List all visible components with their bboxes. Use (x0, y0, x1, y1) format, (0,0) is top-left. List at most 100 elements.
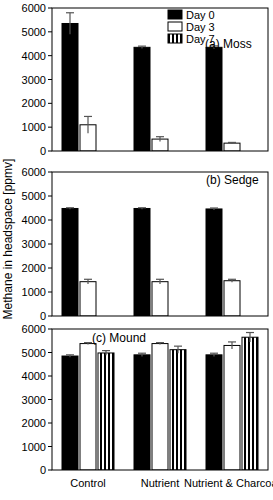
bar (134, 355, 150, 470)
bar (206, 209, 222, 316)
y-tick-label: 2000 (22, 262, 46, 274)
bar (80, 282, 96, 316)
bar (224, 345, 240, 470)
y-tick-label: 1000 (22, 286, 46, 298)
y-tick-label: 4000 (22, 370, 46, 382)
y-tick (48, 423, 52, 424)
error-cap (210, 353, 218, 354)
y-tick-label: 1000 (22, 121, 46, 133)
error-bar (66, 355, 74, 357)
bar (134, 47, 150, 151)
error-bars (66, 208, 236, 284)
y-tick (48, 79, 52, 80)
y-tick-label: 6000 (22, 2, 46, 14)
panel-title: (c) Mound (92, 331, 146, 345)
y-tick (48, 8, 52, 9)
bar (170, 350, 186, 470)
y-tick (48, 268, 52, 269)
y-tick (48, 376, 52, 377)
frame (52, 172, 268, 316)
bar (224, 143, 240, 151)
error-cap (156, 279, 164, 280)
error-bar (84, 279, 92, 284)
y-tick (48, 55, 52, 56)
error-bar (228, 279, 236, 282)
bar (62, 23, 78, 151)
x-tick-label: Control (70, 477, 105, 489)
error-line (105, 351, 106, 356)
chart: 0100020003000400050006000(a) MossDay 0Da… (0, 0, 273, 500)
y-tick-label: 5000 (22, 347, 46, 359)
panel-title: (b) Sedge (206, 173, 259, 187)
error-bar (246, 333, 254, 342)
frame (52, 8, 268, 151)
error-cap (228, 341, 236, 342)
error-line (69, 13, 70, 34)
error-cap (84, 116, 92, 117)
y-tick (48, 446, 52, 447)
y-tick-label: 2000 (22, 97, 46, 109)
error-bar (138, 353, 146, 356)
y-tick (48, 151, 52, 152)
y-tick (48, 31, 52, 32)
bars (62, 23, 240, 151)
error-cap (66, 354, 74, 355)
x-tick-label: Nutrient & Charcoal (184, 477, 273, 489)
error-cap (84, 279, 92, 280)
bars (62, 208, 240, 316)
y-tick (48, 220, 52, 221)
error-cap (228, 142, 236, 143)
error-cap (210, 207, 218, 208)
y-tick-label: 0 (40, 310, 46, 322)
error-bar (210, 208, 218, 210)
error-cap (138, 46, 146, 47)
error-bars (66, 13, 236, 144)
bar (206, 355, 222, 470)
y-tick (48, 196, 52, 197)
error-cap (138, 207, 146, 208)
y-tick-label: 3000 (22, 238, 46, 250)
bar (62, 208, 78, 316)
error-bar (174, 346, 182, 353)
x-tick-label: Nutrient (141, 477, 180, 489)
bar (242, 337, 258, 470)
error-cap (156, 136, 164, 137)
y-tick-label: 3000 (22, 74, 46, 86)
y-tick (48, 292, 52, 293)
error-cap (138, 353, 146, 354)
legend-swatch (168, 34, 182, 43)
y-tick-label: 4000 (22, 50, 46, 62)
error-bar (228, 142, 236, 143)
y-tick (48, 103, 52, 104)
y-tick (48, 470, 52, 471)
error-cap (84, 342, 92, 343)
error-line (231, 342, 232, 349)
error-cap (156, 342, 164, 343)
error-bar (210, 353, 218, 356)
error-line (159, 279, 160, 284)
bar (152, 282, 168, 316)
legend-label: Day 0 (186, 9, 215, 21)
y-tick-label: 3000 (22, 394, 46, 406)
bar (152, 344, 168, 470)
legend-label: Day 3 (186, 21, 215, 33)
y-axis-label: Methane in headspace [ppmv] (1, 159, 15, 320)
error-bar (84, 343, 92, 345)
error-bar (138, 208, 146, 209)
legend-swatch (168, 22, 182, 31)
bar (134, 208, 150, 316)
error-cap (228, 279, 236, 280)
frame (52, 329, 268, 470)
error-line (87, 116, 88, 133)
error-bar (66, 208, 74, 209)
error-cap (246, 332, 254, 333)
error-bar (156, 137, 164, 142)
error-bar (102, 351, 110, 356)
y-tick-label: 5000 (22, 26, 46, 38)
error-cap (174, 346, 182, 347)
error-bar (66, 13, 74, 34)
y-tick (48, 244, 52, 245)
y-tick (48, 329, 52, 330)
y-tick (48, 316, 52, 317)
legend-swatch (168, 10, 182, 19)
